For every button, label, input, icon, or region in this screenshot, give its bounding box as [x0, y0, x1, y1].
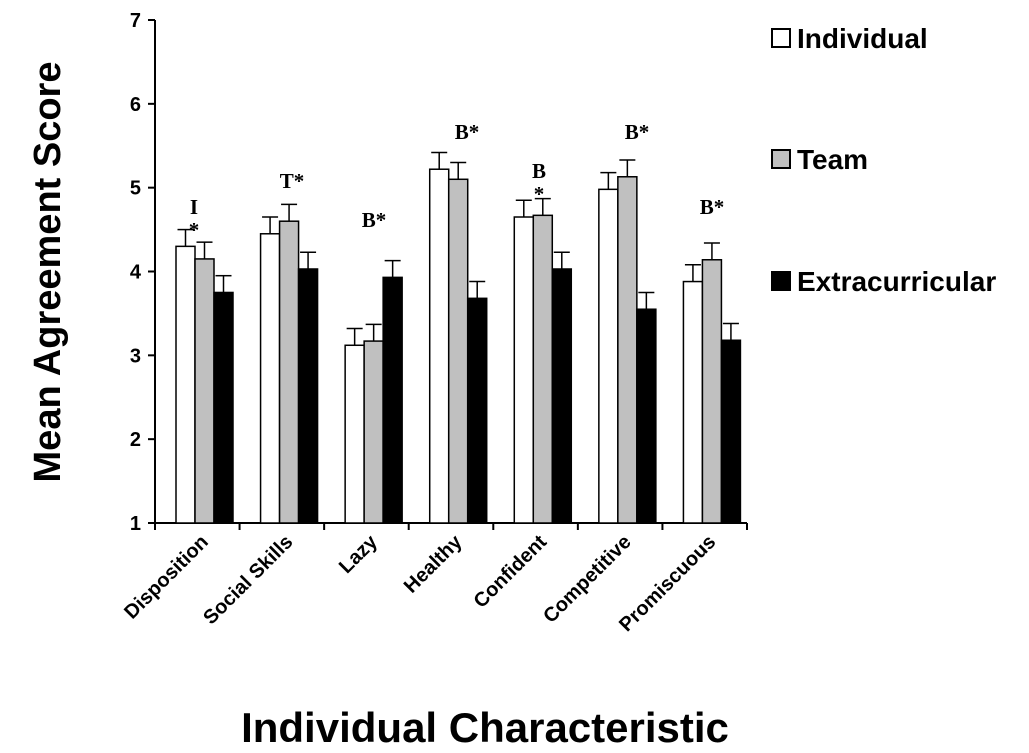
- significance-annotation: B*: [362, 208, 387, 232]
- y-axis-label: Mean Agreement Score: [27, 62, 69, 483]
- y-tick-label: 5: [130, 178, 141, 200]
- y-tick-label: 3: [130, 345, 141, 367]
- bar-team: [278, 220, 300, 524]
- significance-annotation: I: [190, 195, 198, 219]
- significance-annotation: B: [532, 159, 546, 183]
- bar-team: [363, 340, 384, 524]
- significance-annotation: B*: [700, 195, 725, 219]
- bar-extracurricular: [297, 268, 319, 524]
- y-tick-label: 1: [130, 513, 141, 535]
- bar-extracurricular: [551, 268, 573, 524]
- x-tick-label: Confident: [470, 531, 552, 613]
- legend-label-individual: Individual: [797, 23, 928, 54]
- legend-swatch-individual: [771, 28, 791, 48]
- bar-individual: [344, 344, 365, 524]
- legend-swatch-team: [771, 149, 791, 169]
- bar-individual: [175, 245, 196, 524]
- bar-extracurricular: [636, 308, 657, 524]
- legend-label-team: Team: [797, 144, 868, 175]
- x-tick-label: Competitive: [539, 531, 635, 627]
- bar-extracurricular: [213, 291, 234, 524]
- x-tick-label: Lazy: [335, 530, 383, 578]
- significance-annotation: T*: [280, 169, 305, 193]
- y-tick-label: 2: [130, 429, 141, 451]
- bar-team: [194, 258, 215, 524]
- bar-individual: [259, 233, 281, 524]
- y-tick-label: 6: [130, 94, 141, 116]
- x-tick-label: Disposition: [120, 531, 213, 624]
- bar-individual: [598, 188, 619, 524]
- bar-individual: [513, 216, 535, 524]
- bar-individual: [428, 168, 450, 524]
- y-tick-label: 7: [130, 10, 141, 32]
- legend: Individual Team Extracurricular: [771, 23, 996, 297]
- bar-team: [532, 214, 554, 524]
- legend-label-extracurricular: Extracurricular: [797, 266, 996, 297]
- x-axis-label: Individual Characteristic: [241, 704, 729, 751]
- significance-annotation: *: [534, 182, 545, 206]
- bar-extracurricular: [466, 297, 488, 524]
- bar-team: [701, 259, 723, 524]
- bar-extracurricular: [382, 276, 403, 524]
- bar-extracurricular: [720, 339, 742, 524]
- significance-annotation: *: [189, 218, 200, 242]
- bar-individual: [682, 280, 704, 524]
- significance-annotation: B*: [625, 120, 650, 144]
- bar-team: [617, 176, 638, 524]
- legend-swatch-extracurricular: [771, 271, 791, 291]
- x-tick-label: Social Skills: [199, 531, 297, 629]
- significance-annotation: B*: [455, 120, 480, 144]
- bar-team: [447, 178, 469, 524]
- y-tick-label: 4: [130, 262, 142, 284]
- x-tick-label: Healthy: [400, 530, 467, 597]
